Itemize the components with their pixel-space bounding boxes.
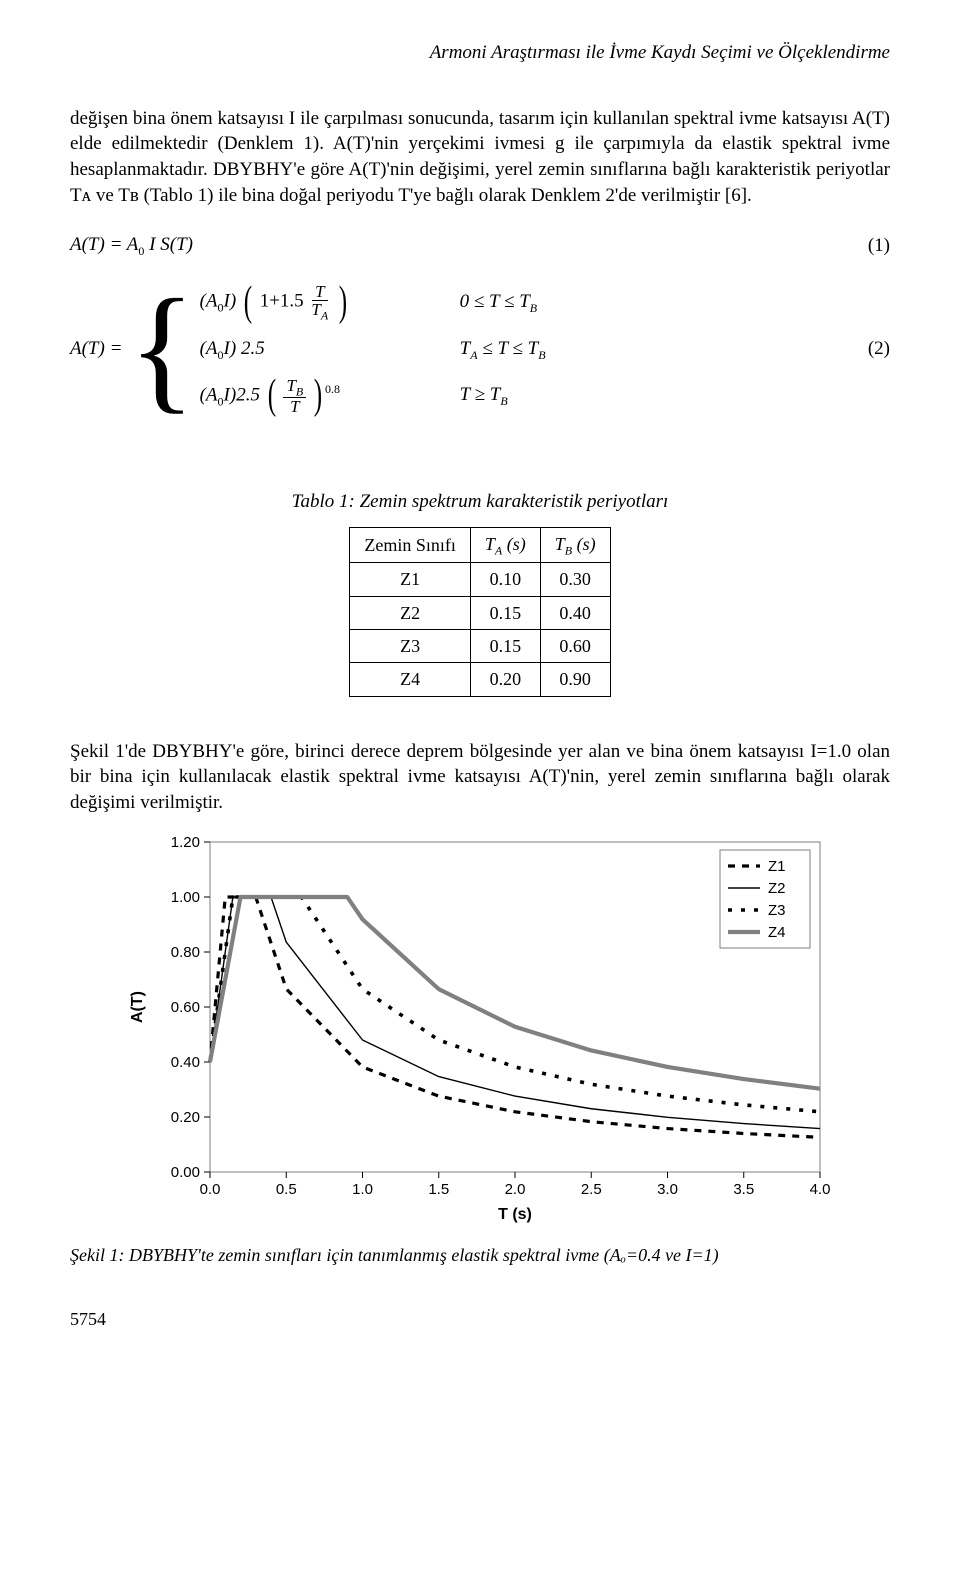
equation-1: A(T) = A0 I S(T) (1)	[70, 232, 890, 259]
eq2-c3-rparen: )	[314, 381, 322, 410]
cell: Z3	[350, 629, 471, 662]
svg-text:1.0: 1.0	[352, 1181, 373, 1198]
eq2-c1-a: (A	[200, 291, 218, 312]
col-tb: TB (s)	[540, 527, 610, 563]
svg-text:T (s): T (s)	[498, 1206, 532, 1223]
eq2-c1-dena: T	[311, 300, 320, 319]
col-tb-a: T	[555, 534, 565, 554]
table-header-row: Zemin Sınıfı TA (s) TB (s)	[350, 527, 610, 563]
eq1-number: (1)	[840, 233, 890, 259]
cell: 0.90	[540, 663, 610, 696]
eq2-c1-c: 1+1.5	[260, 291, 304, 312]
svg-text:A(T): A(T)	[129, 991, 146, 1023]
svg-text:0.60: 0.60	[171, 999, 200, 1016]
svg-text:3.5: 3.5	[733, 1181, 754, 1198]
col-ta: TA (s)	[470, 527, 540, 563]
eq2-c2-b: I) 2.5	[224, 338, 265, 359]
eq2-c2-cb: A	[470, 347, 477, 361]
eq2-c2-cd: B	[538, 347, 545, 361]
col-zemin: Zemin Sınıfı	[350, 527, 471, 563]
eq2-c1-b: I)	[224, 291, 237, 312]
table-row: Z40.200.90	[350, 663, 610, 696]
eq2-c3-numb: B	[296, 384, 303, 398]
eq2-c1-num: T	[312, 283, 327, 301]
eq2-c2-a: (A	[200, 338, 218, 359]
chart-svg: 0.00 0.20 0.40 0.60 0.80 1.00 1.20 0.0 0.5 1.0 1.5…	[120, 827, 840, 1227]
eq2-case2: (A0I) 2.5 TA ≤ T ≤ TB	[200, 336, 546, 363]
eq2-c3-frac: TB T	[283, 377, 306, 415]
eq2-c1-rparen: )	[339, 288, 347, 317]
cell: Z2	[350, 596, 471, 629]
svg-text:Z1: Z1	[768, 858, 786, 875]
eq2-c3-a: (A	[200, 384, 218, 405]
col-ta-a: T	[485, 534, 495, 554]
svg-text:0.5: 0.5	[276, 1181, 297, 1198]
svg-text:0.20: 0.20	[171, 1109, 200, 1126]
svg-text:0.40: 0.40	[171, 1054, 200, 1071]
eq1-rhs: I S(T)	[144, 234, 193, 255]
zemin-table: Zemin Sınıfı TA (s) TB (s) Z10.100.30 Z2…	[349, 527, 610, 697]
eq2-c2-ca: T	[460, 338, 471, 359]
eq2-c3-ca: T ≥ T	[460, 384, 501, 405]
eq2-c1-denb: A	[321, 309, 328, 323]
eq2-c3-cb: B	[500, 394, 507, 408]
eq2-c3-b: I)2.5	[224, 384, 260, 405]
svg-text:4.0: 4.0	[810, 1181, 831, 1198]
svg-text:2.0: 2.0	[505, 1181, 526, 1198]
svg-text:Z2: Z2	[768, 880, 786, 897]
eq2-number: (2)	[840, 336, 890, 362]
equation-2: A(T) = { (A0I) ( 1+1.5 T TA ) 0 ≤ T ≤ TB	[70, 283, 890, 415]
svg-text:0.80: 0.80	[171, 944, 200, 961]
cell: 0.20	[470, 663, 540, 696]
svg-text:3.0: 3.0	[657, 1181, 678, 1198]
spectrum-chart: 0.00 0.20 0.40 0.60 0.80 1.00 1.20 0.0 0.5 1.0 1.5…	[120, 827, 840, 1235]
cell: Z1	[350, 563, 471, 596]
eq2-c1-frac: T TA	[308, 283, 331, 321]
eq2-brace: {	[128, 286, 195, 412]
eq2-case3: (A0I)2.5 ( TB T )0.8 T ≥ TB	[200, 377, 546, 415]
eq2-c3-numa: T	[286, 376, 295, 395]
cell: 0.60	[540, 629, 610, 662]
eq2-case1: (A0I) ( 1+1.5 T TA ) 0 ≤ T ≤ TB	[200, 283, 546, 321]
table-caption: Tablo 1: Zemin spektrum karakteristik pe…	[70, 489, 890, 515]
paragraph-1: değişen bina önem katsayısı I ile çarpıl…	[70, 106, 890, 209]
paragraph-2: Şekil 1'de DBYBHY'e göre, birinci derece…	[70, 739, 890, 816]
cell: 0.30	[540, 563, 610, 596]
svg-text:1.20: 1.20	[171, 834, 200, 851]
svg-text:1.00: 1.00	[171, 889, 200, 906]
col-tb-c: (s)	[572, 534, 596, 554]
figure-caption: Şekil 1: DBYBHY'te zemin sınıfları için …	[70, 1243, 890, 1267]
col-ta-c: (s)	[502, 534, 526, 554]
svg-text:2.5: 2.5	[581, 1181, 602, 1198]
eq2-c3-exp: 0.8	[325, 382, 340, 396]
page-number: 5754	[70, 1307, 890, 1331]
svg-text:0.0: 0.0	[200, 1181, 221, 1198]
table-row: Z20.150.40	[350, 596, 610, 629]
page-title: Armoni Araştırması ile İvme Kaydı Seçimi…	[70, 40, 890, 66]
table-row: Z10.100.30	[350, 563, 610, 596]
svg-text:1.5: 1.5	[428, 1181, 449, 1198]
eq1-lhs: A(T) = A	[70, 234, 138, 255]
col-tb-b: B	[565, 543, 572, 557]
cell: 0.15	[470, 629, 540, 662]
table-row: Z30.150.60	[350, 629, 610, 662]
svg-text:Z3: Z3	[768, 902, 786, 919]
eq2-c3-den: T	[287, 398, 302, 415]
eq2-c3-lparen: (	[268, 381, 276, 410]
eq2-lhs: A(T) =	[70, 336, 122, 362]
eq2-cases: (A0I) ( 1+1.5 T TA ) 0 ≤ T ≤ TB (A0I) 2.…	[200, 283, 546, 415]
cell: 0.40	[540, 596, 610, 629]
cell: 0.10	[470, 563, 540, 596]
eq2-c1-cond-b: B	[530, 301, 537, 315]
svg-text:0.00: 0.00	[171, 1164, 200, 1181]
cell: 0.15	[470, 596, 540, 629]
eq2-c1-lparen: (	[244, 288, 252, 317]
eq2-c1-cond-a: 0 ≤ T ≤ T	[460, 291, 530, 312]
svg-text:Z4: Z4	[768, 924, 786, 941]
cell: Z4	[350, 663, 471, 696]
eq2-c2-cc: ≤ T ≤ T	[478, 338, 539, 359]
